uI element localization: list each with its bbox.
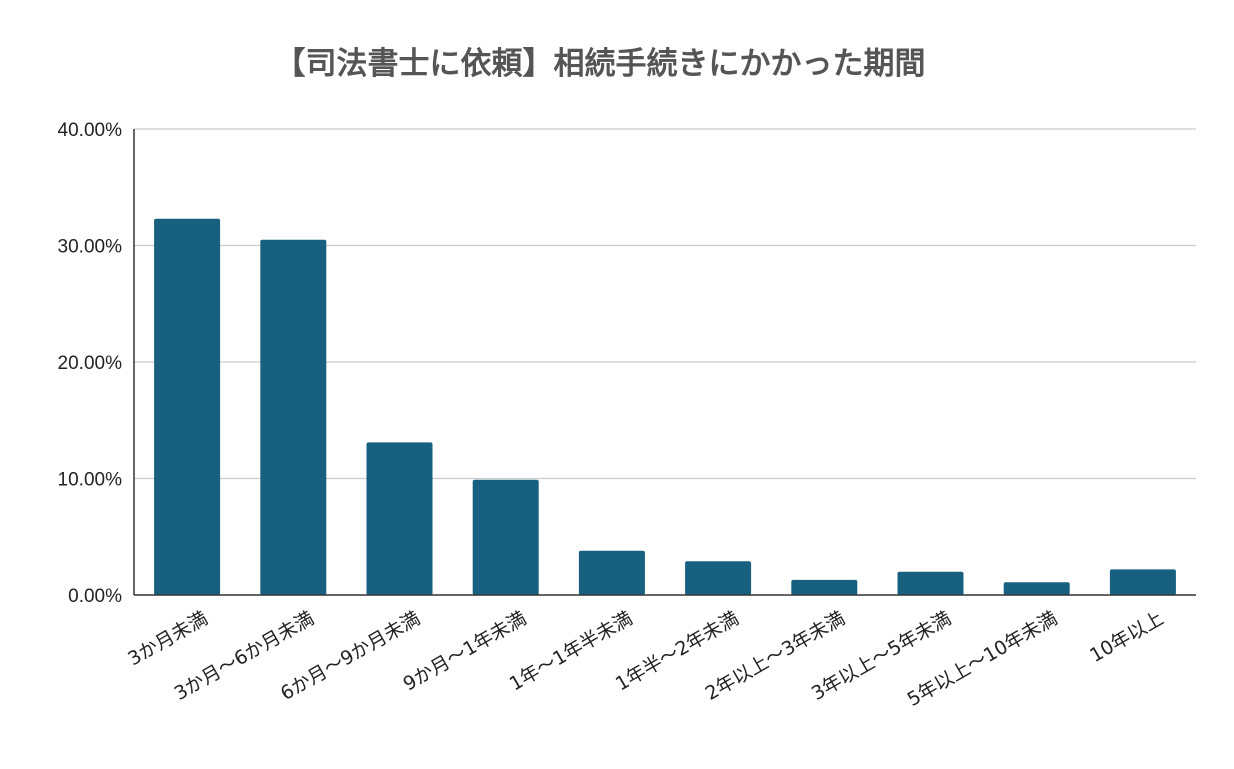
bar xyxy=(791,579,858,595)
y-tick-label: 30.00% xyxy=(58,237,123,258)
bar xyxy=(1109,569,1176,595)
chart-title: 【司法書士に依頼】相続手続きにかかった期間 xyxy=(275,46,926,82)
y-tick-label: 40.00% xyxy=(58,120,123,141)
x-tick-label: 10年以上 xyxy=(1086,607,1167,667)
bars xyxy=(154,218,1176,595)
bar xyxy=(685,561,752,595)
bar xyxy=(472,479,539,595)
y-axis-ticks: 0.00% 10.00% 20.00% 30.00% 40.00% xyxy=(58,120,123,607)
bar xyxy=(154,218,221,595)
bar xyxy=(578,550,645,595)
y-tick-label: 10.00% xyxy=(58,470,123,491)
bar xyxy=(1003,582,1070,595)
bar xyxy=(260,239,327,595)
bar xyxy=(897,571,964,595)
x-axis-labels: 3か月未満3か月～6か月未満6か月～9か月未満9か月～1年未満1年～1年半未満1… xyxy=(124,607,1167,711)
y-tick-label: 0.00% xyxy=(68,586,122,607)
x-tick-label: 3か月未満 xyxy=(124,607,211,670)
bar xyxy=(366,442,433,595)
y-tick-label: 20.00% xyxy=(58,353,123,374)
